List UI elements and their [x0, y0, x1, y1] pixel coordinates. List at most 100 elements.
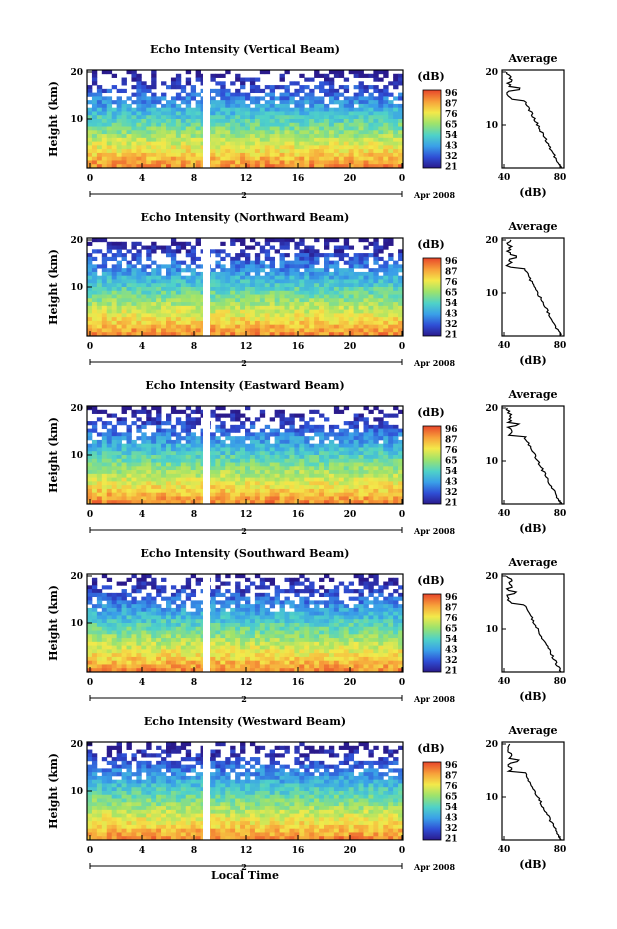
- profile-y-tick-label: 10: [485, 625, 498, 635]
- y-tick-label: 20: [70, 740, 83, 750]
- profile-x-tick-label: 40: [498, 509, 511, 519]
- y-tick-label: 20: [70, 68, 83, 78]
- data-gap: [203, 742, 210, 840]
- panel-4: Echo Intensity (Southward Beam)2010Heigh…: [47, 547, 566, 704]
- month-label: Apr 2008: [413, 358, 456, 368]
- profile-x-tick-label: 40: [498, 845, 511, 855]
- colorbar-tick-label: 43: [445, 310, 458, 320]
- profile-line: [506, 743, 562, 841]
- y-axis-label: Height (km): [47, 249, 60, 325]
- colorbar-unit: (dB): [417, 238, 444, 251]
- colorbar: [422, 257, 442, 337]
- panel-title: Echo Intensity (Southward Beam): [141, 547, 350, 560]
- profile-x-tick-label: 40: [498, 341, 511, 351]
- y-axis-label: Height (km): [47, 753, 60, 829]
- x-tick-label: 4: [139, 678, 145, 688]
- y-tick-label: 10: [70, 619, 83, 629]
- profile-x-tick-label: 40: [498, 677, 511, 687]
- colorbar-tick-label: 76: [445, 278, 458, 288]
- profile-line: [505, 575, 562, 673]
- profile-x-axis-label: (dB): [519, 858, 546, 871]
- profile-title: Average: [507, 388, 557, 401]
- date-label: 2: [241, 694, 247, 704]
- colorbar-tick-label: 76: [445, 782, 458, 792]
- x-tick-label: 8: [191, 174, 197, 184]
- profile-title: Average: [507, 724, 557, 737]
- x-tick-label: 20: [344, 174, 357, 184]
- colorbar-tick-label: 32: [445, 656, 458, 666]
- colorbar-tick-label: 76: [445, 614, 458, 624]
- panel-5: Echo Intensity (Westward Beam)2010Height…: [47, 715, 566, 872]
- x-tick-label: 0: [399, 846, 405, 856]
- x-tick-label: 8: [191, 846, 197, 856]
- profile-frame: [501, 237, 565, 337]
- x-tick-label: 12: [240, 342, 253, 352]
- colorbar-tick-label: 21: [445, 835, 458, 845]
- colorbar-unit: (dB): [417, 406, 444, 419]
- x-tick-label: 16: [292, 510, 305, 520]
- colorbar: [422, 761, 442, 841]
- y-tick-label: 10: [70, 451, 83, 461]
- profile-title: Average: [507, 556, 557, 569]
- profile-line: [505, 72, 563, 169]
- x-axis-label: Local Time: [211, 869, 279, 882]
- profile-y-tick-label: 20: [485, 572, 498, 582]
- date-label: 2: [241, 526, 247, 536]
- profile-frame: [501, 573, 565, 673]
- colorbar-tick-label: 54: [445, 803, 458, 813]
- heatmap-field: [87, 574, 404, 673]
- profile-x-axis-label: (dB): [519, 186, 546, 199]
- profile-x-tick-label: 80: [554, 677, 567, 687]
- heatmap-field: [87, 406, 404, 505]
- x-tick-label: 0: [87, 174, 93, 184]
- month-label: Apr 2008: [413, 190, 456, 200]
- colorbar-tick-label: 96: [445, 593, 458, 603]
- y-tick-label: 20: [70, 404, 83, 414]
- month-label: Apr 2008: [413, 862, 456, 872]
- colorbar-tick-label: 21: [445, 499, 458, 509]
- colorbar-tick-label: 43: [445, 646, 458, 656]
- date-label: 2: [241, 190, 247, 200]
- profile-frame: [501, 69, 565, 169]
- x-tick-label: 4: [139, 510, 145, 520]
- colorbar: [422, 593, 442, 673]
- colorbar-tick-label: 65: [445, 457, 458, 467]
- y-tick-label: 10: [70, 115, 83, 125]
- profile-x-axis-label: (dB): [519, 690, 546, 703]
- colorbar: [422, 89, 442, 169]
- x-tick-label: 16: [292, 342, 305, 352]
- profile-x-tick-label: 80: [554, 341, 567, 351]
- x-tick-label: 4: [139, 174, 145, 184]
- panel-3: Echo Intensity (Eastward Beam)2010Height…: [47, 379, 566, 536]
- profile-x-tick-label: 80: [554, 509, 567, 519]
- profile-y-tick-label: 10: [485, 793, 498, 803]
- colorbar-tick-label: 96: [445, 761, 458, 771]
- panel-1: Echo Intensity (Vertical Beam)2010Height…: [47, 43, 566, 200]
- x-tick-label: 16: [292, 846, 305, 856]
- colorbar-unit: (dB): [417, 574, 444, 587]
- colorbar-tick-label: 76: [445, 110, 458, 120]
- profile-x-tick-label: 80: [554, 173, 567, 183]
- x-tick-label: 8: [191, 510, 197, 520]
- panel-title: Echo Intensity (Northward Beam): [141, 211, 350, 224]
- y-axis-label: Height (km): [47, 585, 60, 661]
- colorbar-tick-label: 96: [445, 89, 458, 99]
- heatmap-field: [87, 70, 404, 169]
- colorbar-tick-label: 32: [445, 824, 458, 834]
- x-tick-label: 4: [139, 846, 145, 856]
- x-tick-label: 20: [344, 342, 357, 352]
- colorbar-tick-label: 54: [445, 635, 458, 645]
- x-tick-label: 20: [344, 510, 357, 520]
- x-tick-label: 0: [399, 678, 405, 688]
- x-tick-label: 4: [139, 342, 145, 352]
- profile-y-tick-label: 20: [485, 404, 498, 414]
- x-tick-label: 0: [87, 342, 93, 352]
- y-tick-label: 20: [70, 572, 83, 582]
- colorbar-tick-label: 65: [445, 289, 458, 299]
- data-gap: [203, 574, 210, 672]
- colorbar-tick-label: 54: [445, 131, 458, 141]
- colorbar-tick-label: 43: [445, 478, 458, 488]
- panel-2: Echo Intensity (Northward Beam)2010Heigh…: [47, 211, 566, 368]
- colorbar-unit: (dB): [417, 70, 444, 83]
- colorbar: [422, 425, 442, 505]
